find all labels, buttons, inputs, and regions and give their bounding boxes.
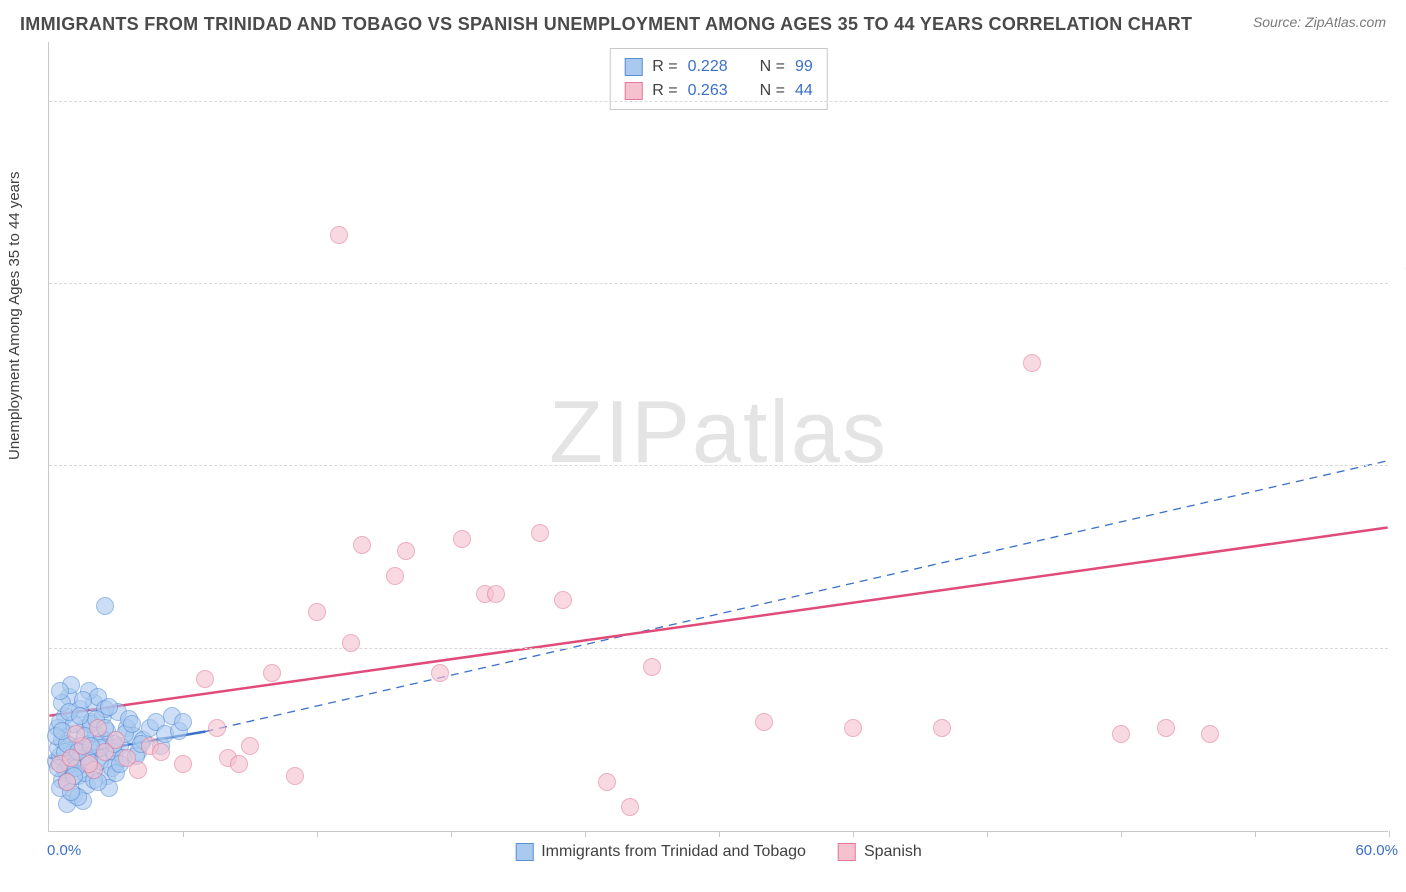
x-tick-max: 60.0% bbox=[1355, 842, 1398, 859]
data-point-spanish bbox=[487, 585, 505, 603]
data-point-spanish bbox=[129, 761, 147, 779]
data-point-spanish bbox=[933, 719, 951, 737]
x-tick-mark bbox=[1255, 831, 1256, 837]
legend-swatch bbox=[624, 58, 642, 76]
gridline-h bbox=[49, 283, 1388, 284]
data-point-spanish bbox=[1201, 725, 1219, 743]
legend-R-label: R = bbox=[652, 55, 677, 79]
y-tick-label: 30.0% bbox=[1396, 441, 1406, 458]
data-point-spanish bbox=[386, 567, 404, 585]
data-point-spanish bbox=[241, 737, 259, 755]
watermark: ZIPatlas bbox=[549, 380, 888, 482]
x-tick-mark bbox=[853, 831, 854, 837]
y-axis-label: Unemployment Among Ages 35 to 44 years bbox=[6, 171, 23, 460]
trend-lines-layer bbox=[49, 42, 1388, 831]
data-point-trinidad bbox=[100, 698, 118, 716]
legend-swatch bbox=[515, 843, 533, 861]
data-point-spanish bbox=[89, 719, 107, 737]
data-point-spanish bbox=[397, 542, 415, 560]
data-point-spanish bbox=[431, 664, 449, 682]
data-point-trinidad bbox=[123, 715, 141, 733]
data-point-spanish bbox=[621, 798, 639, 816]
data-point-spanish bbox=[58, 773, 76, 791]
data-point-spanish bbox=[598, 773, 616, 791]
data-point-spanish bbox=[353, 536, 371, 554]
data-point-spanish bbox=[286, 767, 304, 785]
series-legend-label: Immigrants from Trinidad and Tobago bbox=[541, 843, 806, 861]
chart-title: IMMIGRANTS FROM TRINIDAD AND TOBAGO VS S… bbox=[20, 14, 1192, 35]
data-point-trinidad bbox=[51, 682, 69, 700]
legend-N-label: N = bbox=[760, 55, 785, 79]
x-tick-mark bbox=[1389, 831, 1390, 837]
data-point-spanish bbox=[174, 755, 192, 773]
gridline-h bbox=[49, 101, 1388, 102]
data-point-spanish bbox=[554, 591, 572, 609]
data-point-spanish bbox=[107, 731, 125, 749]
x-tick-mark bbox=[987, 831, 988, 837]
x-tick-mark bbox=[451, 831, 452, 837]
data-point-spanish bbox=[1112, 725, 1130, 743]
data-point-spanish bbox=[531, 524, 549, 542]
data-point-trinidad bbox=[174, 713, 192, 731]
series-legend-label: Spanish bbox=[864, 843, 922, 861]
data-point-spanish bbox=[152, 743, 170, 761]
legend-N-label: N = bbox=[760, 79, 785, 103]
data-point-spanish bbox=[844, 719, 862, 737]
data-point-spanish bbox=[67, 725, 85, 743]
data-point-spanish bbox=[342, 634, 360, 652]
x-tick-mark bbox=[183, 831, 184, 837]
legend-R-label: R = bbox=[652, 79, 677, 103]
gridline-h bbox=[49, 648, 1388, 649]
x-tick-mark bbox=[719, 831, 720, 837]
x-tick-mark bbox=[585, 831, 586, 837]
chart-source: Source: ZipAtlas.com bbox=[1253, 14, 1386, 30]
data-point-spanish bbox=[1157, 719, 1175, 737]
legend-swatch bbox=[624, 82, 642, 100]
data-point-spanish bbox=[263, 664, 281, 682]
data-point-trinidad bbox=[71, 707, 89, 725]
data-point-spanish bbox=[308, 603, 326, 621]
data-point-spanish bbox=[230, 755, 248, 773]
legend-row-trinidad: R = 0.228 N = 99 bbox=[624, 55, 813, 79]
series-legend-item-trinidad: Immigrants from Trinidad and Tobago bbox=[515, 843, 806, 861]
legend-swatch bbox=[838, 843, 856, 861]
data-point-spanish bbox=[196, 670, 214, 688]
data-point-spanish bbox=[1023, 354, 1041, 372]
legend-R-value: 0.263 bbox=[688, 79, 728, 103]
legend-N-value: 44 bbox=[795, 79, 813, 103]
scatter-plot-area: ZIPatlas R = 0.228N = 99R = 0.263N = 44 … bbox=[48, 42, 1388, 832]
y-tick-label: 15.0% bbox=[1396, 623, 1406, 640]
data-point-spanish bbox=[755, 713, 773, 731]
legend-row-spanish: R = 0.263 N = 44 bbox=[624, 79, 813, 103]
series-legend-item-spanish: Spanish bbox=[838, 843, 922, 861]
data-point-spanish bbox=[643, 658, 661, 676]
y-tick-label: 45.0% bbox=[1396, 259, 1406, 276]
legend-R-value: 0.228 bbox=[688, 55, 728, 79]
x-tick-mark bbox=[1121, 831, 1122, 837]
series-legend: Immigrants from Trinidad and Tobago Spani… bbox=[515, 843, 922, 861]
gridline-h bbox=[49, 465, 1388, 466]
data-point-spanish bbox=[208, 719, 226, 737]
x-tick-mark bbox=[317, 831, 318, 837]
legend-N-value: 99 bbox=[795, 55, 813, 79]
data-point-trinidad bbox=[96, 597, 114, 615]
data-point-spanish bbox=[80, 755, 98, 773]
y-tick-label: 60.0% bbox=[1396, 76, 1406, 93]
data-point-spanish bbox=[453, 530, 471, 548]
data-point-spanish bbox=[330, 226, 348, 244]
x-tick-min: 0.0% bbox=[47, 842, 81, 859]
